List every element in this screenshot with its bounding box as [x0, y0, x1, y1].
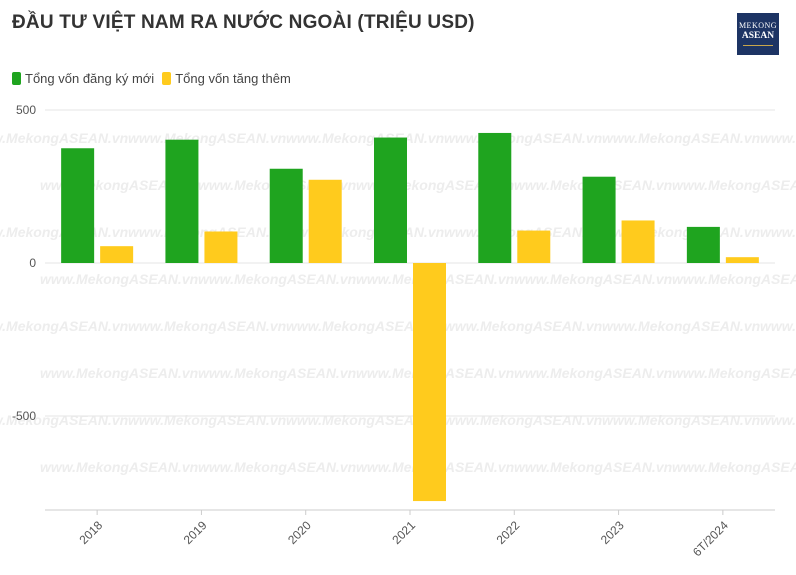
- watermark-text: www.MekongASEAN.vn: [0, 130, 128, 146]
- watermark-text: www.MekongASEAN.vn: [760, 318, 796, 334]
- watermark-text: www.MekongASEAN.vn: [672, 459, 796, 475]
- x-tick-label: 2021: [389, 518, 418, 547]
- bar-added-capital: [725, 257, 759, 263]
- chart-legend: Tổng vốn đăng ký mới Tổng vốn tăng thêm: [12, 71, 299, 86]
- watermark-text: www.MekongASEAN.vn: [444, 318, 602, 334]
- watermark-text: www.MekongASEAN.vn: [40, 365, 198, 381]
- watermark-text: www.MekongASEAN.vn: [286, 318, 444, 334]
- watermark-text: www.MekongASEAN.vn: [602, 318, 760, 334]
- bar-new-capital: [61, 148, 95, 263]
- y-tick-label: -500: [12, 409, 36, 423]
- legend-label-added-capital: Tổng vốn tăng thêm: [175, 71, 291, 86]
- bar-new-capital: [582, 176, 616, 263]
- bar-added-capital: [308, 179, 342, 263]
- watermark-text: www.MekongASEAN.vn: [198, 271, 356, 287]
- bar-added-capital: [204, 231, 238, 263]
- bar-added-capital: [100, 246, 134, 263]
- chart-title: ĐẦU TƯ VIỆT NAM RA NƯỚC NGOÀI (TRIỆU USD…: [12, 12, 475, 33]
- legend-swatch-yellow: [162, 72, 172, 85]
- bar-added-capital: [413, 263, 446, 502]
- legend-label-new-capital: Tổng vốn đăng ký mới: [25, 71, 155, 86]
- watermark-text: www.MekongASEAN.vn: [444, 412, 602, 428]
- logo-line-1: MEKONG: [738, 21, 778, 31]
- watermark-text: www.MekongASEAN.vn: [444, 130, 602, 146]
- y-tick-label: 0: [29, 256, 36, 270]
- watermark-text: www.MekongASEAN.vn: [198, 365, 356, 381]
- watermark-text: www.MekongASEAN.vn: [0, 318, 128, 334]
- x-tick-label: 6T/2024: [690, 518, 731, 559]
- watermark-text: www.MekongASEAN.vn: [128, 412, 286, 428]
- bar-added-capital: [621, 220, 655, 263]
- watermark-text: www.MekongASEAN.vn: [602, 130, 760, 146]
- watermark-text: www.MekongASEAN.vn: [198, 459, 356, 475]
- watermark-text: www.MekongASEAN.vn: [514, 365, 672, 381]
- legend-swatch-green: [12, 72, 21, 85]
- bar-new-capital: [374, 137, 407, 263]
- bar-new-capital: [478, 132, 512, 263]
- watermark-text: www.MekongASEAN.vn: [602, 412, 760, 428]
- watermark-text: www.MekongASEAN.vn: [128, 130, 286, 146]
- logo-rule: [743, 44, 773, 46]
- x-tick-label: 2018: [76, 518, 105, 547]
- watermark-text: www.MekongASEAN.vn: [514, 271, 672, 287]
- watermark-text: www.MekongASEAN.vn: [672, 365, 796, 381]
- legend-item-added-capital[interactable]: Tổng vốn tăng thêm: [162, 71, 291, 86]
- watermark-text: www.MekongASEAN.vn: [672, 271, 796, 287]
- x-tick-label: 2022: [494, 518, 523, 547]
- watermark-text: www.MekongASEAN.vn: [760, 130, 796, 146]
- x-tick-label: 2023: [598, 518, 627, 547]
- watermark-text: www.MekongASEAN.vn: [40, 459, 198, 475]
- bar-new-capital: [269, 168, 303, 263]
- watermark-text: www.MekongASEAN.vn: [128, 318, 286, 334]
- bar-new-capital: [165, 139, 199, 263]
- watermark-text: www.MekongASEAN.vn: [514, 459, 672, 475]
- y-tick-label: 500: [16, 103, 36, 117]
- watermark-text: www.MekongASEAN.vn: [760, 224, 796, 240]
- watermark-text: www.MekongASEAN.vn: [760, 412, 796, 428]
- watermark-text: www.MekongASEAN.vn: [40, 271, 198, 287]
- watermark-text: www.MekongASEAN.vn: [672, 177, 796, 193]
- watermark-text: www.MekongASEAN.vn: [286, 130, 444, 146]
- bar-added-capital: [517, 230, 551, 263]
- mekongasean-logo: MEKONG ASEAN: [737, 13, 779, 55]
- legend-item-new-capital[interactable]: Tổng vốn đăng ký mới: [12, 71, 154, 86]
- logo-line-2: ASEAN: [741, 31, 775, 42]
- bar-new-capital: [686, 226, 720, 263]
- x-tick-label: 2019: [181, 518, 210, 547]
- x-tick-label: 2020: [285, 518, 314, 547]
